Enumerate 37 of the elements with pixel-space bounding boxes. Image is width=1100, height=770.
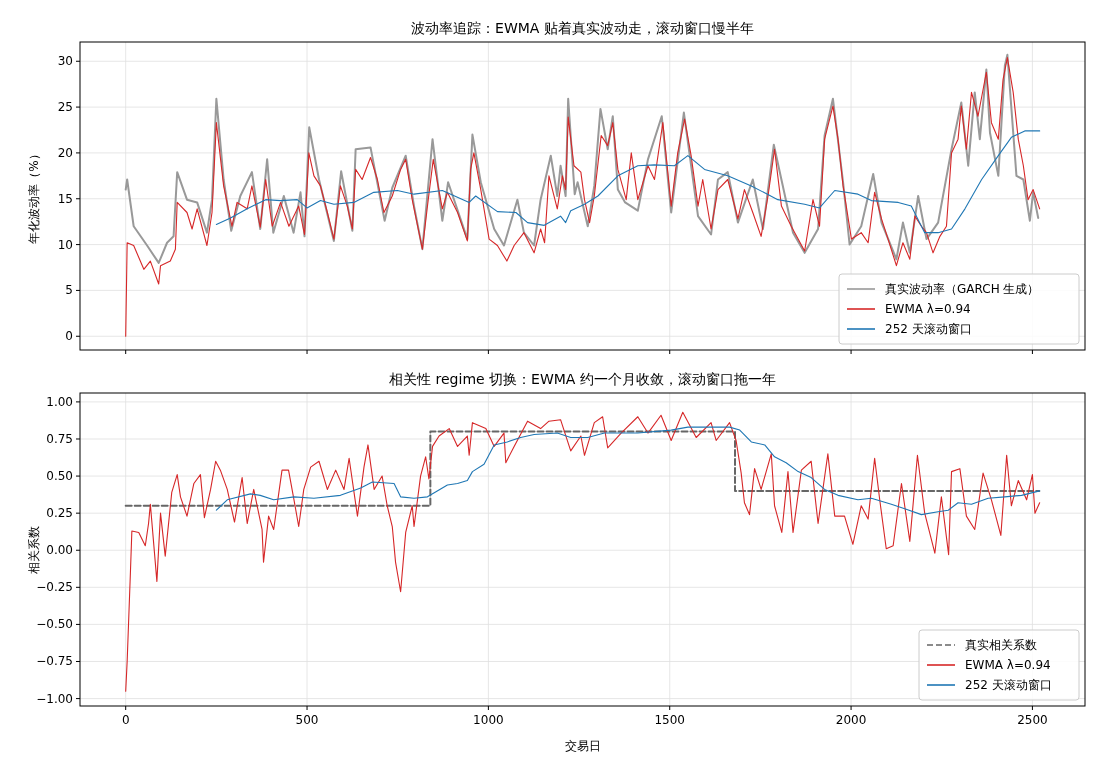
line-series <box>125 57 1041 337</box>
x-tick-label: 500 <box>295 713 319 727</box>
line-series <box>124 53 1040 264</box>
y-tick-label: 10 <box>57 237 73 252</box>
y-tick-label: 0.50 <box>46 469 73 484</box>
y-axis-title: 年化波动率（%） <box>27 148 41 244</box>
y-tick-label: 20 <box>57 145 73 160</box>
legend-label: EWMA λ=0.94 <box>965 658 1051 672</box>
y-tick-label: 25 <box>57 100 73 115</box>
y-tick-label: −0.75 <box>36 654 73 669</box>
y-tick-label: 0.00 <box>46 543 73 558</box>
x-tick-label: 1000 <box>473 713 504 727</box>
y-tick-label: 0.75 <box>46 431 73 446</box>
chart-title: 相关性 regime 切换：EWMA 约一个月收敛，滚动窗口拖一年 <box>389 371 776 387</box>
y-axis-title: 相关系数 <box>27 525 41 574</box>
chart-title: 波动率追踪：EWMA 贴着真实波动走，滚动窗口慢半年 <box>411 20 754 36</box>
x-tick-label: 2000 <box>835 713 867 727</box>
y-tick-label: 15 <box>57 191 73 206</box>
y-tick-label: 1.00 <box>46 394 73 409</box>
x-tick-label: 2500 <box>1017 713 1048 727</box>
y-tick-label: 0 <box>65 329 73 344</box>
legend-label: 252 天滚动窗口 <box>885 322 972 336</box>
legend-label: 真实波动率（GARCH 生成） <box>885 282 1040 296</box>
x-axis-title: 交易日 <box>564 739 601 753</box>
line-series <box>215 130 1041 234</box>
legend-label: 真实相关系数 <box>965 638 1037 652</box>
line-series <box>215 426 1041 516</box>
y-tick-label: −0.50 <box>36 617 73 632</box>
y-tick-label: 0.25 <box>46 506 73 521</box>
y-tick-label: 5 <box>65 283 73 298</box>
x-tick-label: 0 <box>121 713 130 727</box>
y-tick-label: 30 <box>57 54 73 69</box>
x-tick-label: 1500 <box>654 713 685 727</box>
y-tick-label: −0.25 <box>36 580 73 595</box>
legend-label: 252 天滚动窗口 <box>965 678 1052 692</box>
legend-label: EWMA λ=0.94 <box>885 302 971 316</box>
y-tick-label: −1.00 <box>36 691 73 706</box>
